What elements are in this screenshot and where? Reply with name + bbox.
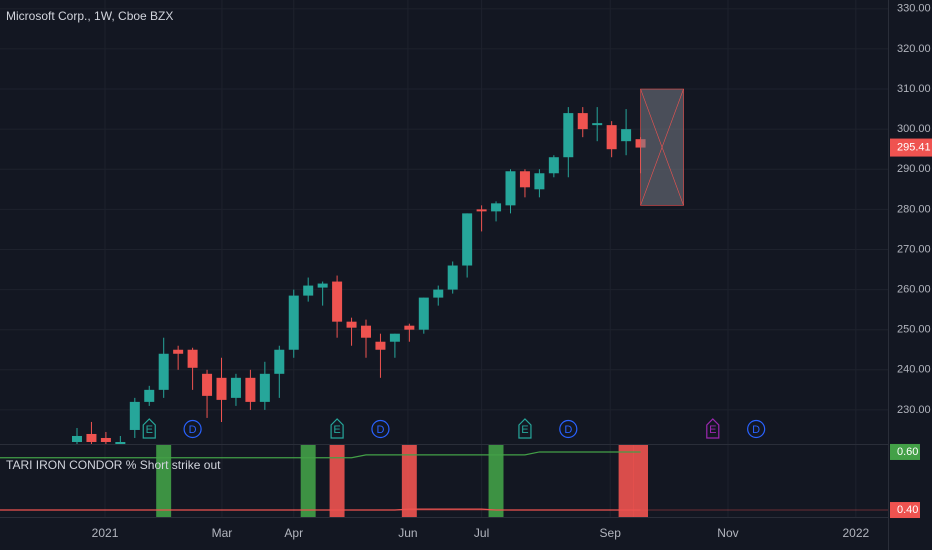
- y-tick-label: 250.00: [897, 324, 931, 336]
- candle-body: [505, 171, 516, 206]
- indicator-line: [0, 451, 641, 459]
- candle-body: [86, 433, 97, 442]
- candle-body: [418, 297, 429, 330]
- y-tick-label: 320.00: [897, 43, 931, 55]
- price-tag: [890, 138, 932, 157]
- indicator-tick-label: 0.40: [897, 504, 918, 516]
- signal-bar: [618, 445, 634, 517]
- x-tick-label: 2022: [843, 526, 870, 540]
- x-tick-label: Apr: [284, 526, 303, 540]
- candle-body: [230, 377, 241, 398]
- candle-body: [491, 203, 502, 212]
- signal-bar: [488, 445, 504, 517]
- candle-body: [476, 209, 487, 212]
- candle-body: [129, 401, 140, 430]
- candle-body: [332, 281, 343, 322]
- signal-bar: [329, 445, 345, 517]
- price-tag-label: 295.41: [897, 141, 931, 153]
- x-tick-label: 2021: [92, 526, 119, 540]
- indicator-tag: [890, 502, 920, 519]
- candle-body: [389, 333, 400, 342]
- candle-body: [173, 349, 184, 354]
- candle-body: [158, 353, 169, 390]
- candle-body: [72, 435, 82, 442]
- candle-body: [187, 349, 198, 368]
- event-label: D: [189, 424, 197, 436]
- projection-diagonal: [640, 88, 684, 206]
- event-label: E: [146, 424, 153, 436]
- event-label: E: [333, 424, 340, 436]
- indicator-tick-label: 0.60: [897, 446, 918, 458]
- candle-body: [606, 125, 617, 150]
- candle-body: [577, 113, 588, 130]
- dividend-marker: [371, 419, 390, 439]
- y-tick-label: 290.00: [897, 163, 931, 175]
- x-tick-label: Jul: [474, 526, 489, 540]
- candle-body: [216, 377, 227, 400]
- y-tick-label: 260.00: [897, 283, 931, 295]
- indicator-title: TARI IRON CONDOR % Short strike out: [6, 458, 221, 472]
- candle-body: [288, 295, 299, 350]
- candle-body: [115, 441, 126, 444]
- dividend-marker: [559, 419, 578, 439]
- candle-body: [534, 173, 545, 190]
- candle-body: [563, 113, 574, 158]
- y-tick-label: 300.00: [897, 123, 931, 135]
- signal-bar: [156, 445, 172, 517]
- earnings-marker: [518, 418, 532, 439]
- earnings-marker: [330, 418, 344, 439]
- event-label: D: [376, 424, 384, 436]
- earnings-marker: [706, 418, 720, 439]
- candle-body: [202, 373, 213, 396]
- signal-bar: [401, 445, 417, 517]
- candle-body: [144, 389, 155, 402]
- x-tick-label: Nov: [717, 526, 738, 540]
- dividend-marker: [183, 419, 202, 439]
- y-tick-label: 310.00: [897, 83, 931, 95]
- y-tick-label: 270.00: [897, 243, 931, 255]
- candle-body: [592, 123, 603, 126]
- y-tick-label: 240.00: [897, 364, 931, 376]
- event-label: D: [564, 424, 572, 436]
- earnings-marker: [142, 418, 156, 439]
- candle-body: [303, 285, 314, 296]
- candle-body: [433, 289, 444, 298]
- signal-bar: [300, 445, 316, 517]
- y-tick-label: 230.00: [897, 404, 931, 416]
- candle-body: [361, 325, 371, 338]
- symbol-title: Microsoft Corp., 1W, Cboe BZX: [6, 9, 173, 23]
- candle-body: [621, 129, 632, 142]
- x-tick-label: Sep: [600, 526, 622, 540]
- candle-body: [375, 341, 386, 350]
- candle-body: [447, 265, 458, 290]
- indicator-tag: [890, 443, 920, 460]
- x-tick-label: Jun: [398, 526, 417, 540]
- event-label: E: [521, 424, 528, 436]
- candle-body: [346, 321, 357, 328]
- candle-body: [548, 157, 559, 174]
- y-tick-label: 330.00: [897, 3, 931, 15]
- y-tick-label: 280.00: [897, 203, 931, 215]
- event-label: D: [752, 424, 760, 436]
- signal-bar: [633, 445, 648, 517]
- candle-body: [462, 213, 473, 266]
- candle-body: [259, 373, 270, 402]
- dividend-marker: [747, 419, 766, 439]
- candle-body: [274, 349, 285, 374]
- candle-body: [519, 171, 530, 188]
- candle-body: [317, 283, 328, 288]
- x-tick-label: Mar: [212, 526, 233, 540]
- indicator-line: [0, 508, 641, 511]
- candle-body: [404, 325, 415, 330]
- candle-body: [100, 437, 111, 442]
- event-label: E: [709, 424, 716, 436]
- candle-body: [245, 377, 256, 402]
